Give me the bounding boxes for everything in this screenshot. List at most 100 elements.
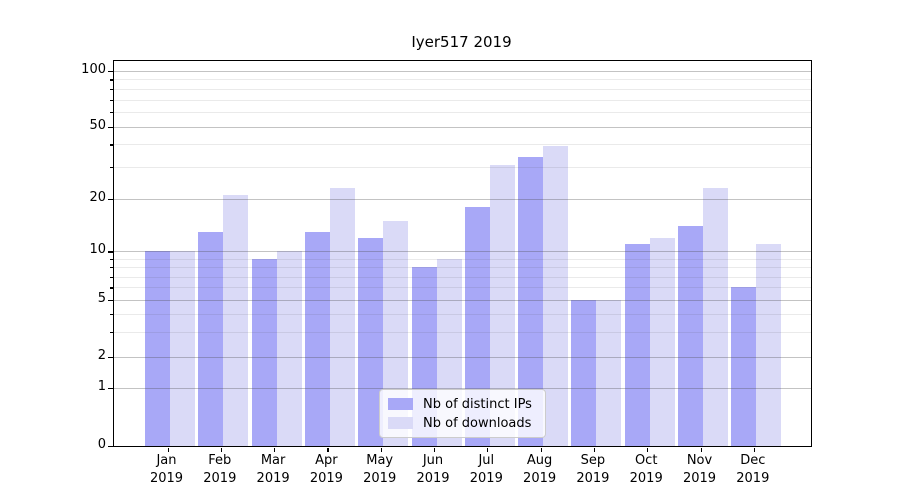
x-tick [487, 447, 489, 452]
legend-swatch [388, 397, 413, 411]
bar-jan-downloads [170, 251, 195, 446]
x-tick-label-jan: Jan 2019 [140, 452, 194, 487]
x-tick-label-oct: Oct 2019 [619, 452, 673, 487]
x-label-month: Mar [260, 453, 286, 468]
y-major-tick [107, 357, 113, 359]
legend-label: Nb of downloads [423, 415, 532, 431]
gridline-minor [114, 88, 811, 90]
bar-dec-downloads [756, 244, 782, 446]
bar-feb-downloads [223, 195, 249, 446]
x-label-month: Apr [315, 453, 338, 468]
y-minor-tick [109, 112, 113, 114]
bar-aug-downloads [543, 146, 569, 446]
bar-sep-downloads [596, 300, 622, 446]
gridline-minor [114, 331, 811, 333]
y-tick-label: 50 [89, 117, 106, 133]
x-tick [647, 447, 649, 452]
x-tick [434, 447, 436, 452]
y-minor-tick [109, 267, 113, 269]
y-tick-label: 100 [81, 62, 106, 77]
bar-jan-distinct-ips [145, 251, 170, 446]
x-label-year: 2019 [469, 470, 503, 486]
bar-sep-distinct-ips [571, 300, 597, 446]
gridline-minor [114, 267, 811, 269]
y-tick-label: 2 [97, 348, 106, 363]
x-tick [380, 447, 382, 452]
x-label-month: Jun [422, 453, 444, 468]
legend-swatch [388, 416, 413, 430]
y-major-tick [107, 387, 113, 389]
bar-apr-distinct-ips [304, 231, 330, 446]
x-tick-label-jun: Jun 2019 [406, 452, 460, 487]
bar-feb-distinct-ips [198, 231, 224, 446]
x-label-month: Oct [634, 453, 658, 468]
y-minor-tick [109, 258, 113, 261]
x-label-year: 2019 [523, 470, 557, 486]
x-label-month: Feb [208, 453, 232, 468]
gridline-major [114, 126, 811, 128]
legend: Nb of distinct IPs Nb of downloads [379, 389, 546, 438]
x-tick-label-dec: Dec 2019 [726, 452, 780, 487]
x-label-year: 2019 [416, 470, 450, 486]
y-major-tick [107, 126, 113, 128]
x-tick [274, 447, 276, 452]
gridline-minor [114, 314, 811, 316]
gridline-minor [114, 287, 811, 289]
x-label-month: Jan [156, 453, 177, 468]
y-minor-tick [109, 167, 113, 169]
x-label-year: 2019 [576, 470, 610, 486]
y-minor-tick [109, 331, 113, 334]
bar-dec-distinct-ips [731, 287, 757, 446]
y-major-tick [107, 251, 113, 253]
x-label-year: 2019 [203, 470, 237, 486]
y-tick-label: 1 [97, 378, 106, 394]
gridline-minor [114, 276, 811, 278]
legend-label: Nb of distinct IPs [423, 396, 532, 412]
y-major-tick [107, 71, 113, 73]
y-major-tick [107, 300, 113, 302]
y-tick-label: 0 [97, 437, 106, 452]
x-tick [540, 447, 542, 452]
x-tick [700, 447, 702, 452]
x-tick-label-mar: Mar 2019 [246, 452, 300, 487]
bar-nov-downloads [703, 188, 728, 446]
bar-oct-downloads [649, 237, 675, 446]
legend-item-downloads: Nb of downloads [388, 416, 537, 431]
bar-nov-distinct-ips [678, 226, 703, 446]
y-tick-label: 20 [89, 190, 106, 206]
bar-mar-distinct-ips [251, 258, 277, 446]
gridline-major [114, 71, 811, 72]
chart-title: Iyer517 2019 [411, 33, 512, 51]
y-minor-tick [109, 99, 113, 101]
gridline-major [114, 387, 811, 389]
x-tick-label-sep: Sep 2019 [566, 452, 620, 487]
x-tick-label-feb: Feb 2019 [193, 452, 247, 487]
x-label-month: Jul [478, 453, 495, 468]
x-label-year: 2019 [682, 470, 717, 486]
gridline-minor [114, 112, 811, 114]
y-minor-tick [109, 79, 113, 81]
y-tick-label: 5 [97, 291, 106, 307]
y-minor-tick [109, 276, 113, 278]
y-tick-label: 10 [89, 242, 106, 258]
y-minor-tick [109, 287, 113, 289]
x-label-year: 2019 [736, 470, 770, 486]
x-label-year: 2019 [363, 470, 397, 486]
x-tick [167, 447, 169, 452]
x-tick [220, 447, 222, 452]
x-label-year: 2019 [629, 470, 663, 486]
y-major-tick [107, 199, 113, 201]
x-label-month: Sep [580, 453, 606, 468]
x-label-month: Nov [686, 453, 713, 468]
gridline-major [114, 199, 811, 201]
gridline-minor [114, 258, 811, 260]
x-tick-label-aug: Aug 2019 [513, 452, 567, 487]
y-minor-tick [109, 144, 113, 146]
bar-mar-downloads [276, 251, 302, 446]
x-label-year: 2019 [256, 470, 290, 486]
x-tick [593, 447, 596, 452]
x-tick-label-nov: Nov 2019 [673, 452, 727, 487]
gridline-minor [114, 99, 811, 101]
x-label-month: Dec [740, 453, 766, 468]
